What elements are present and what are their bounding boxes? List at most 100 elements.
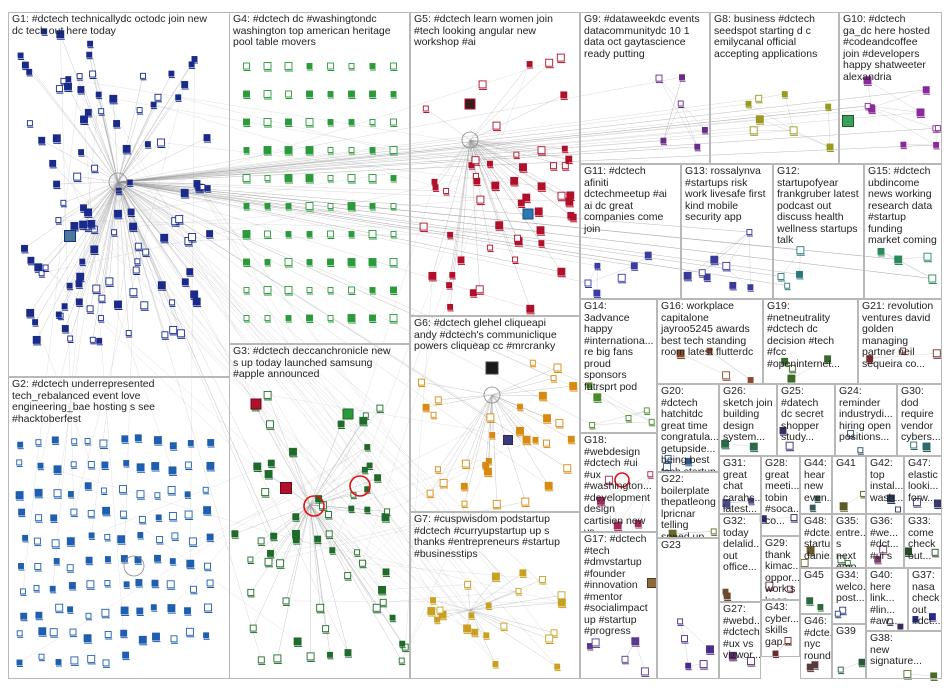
graph-node — [168, 512, 177, 520]
graph-edge — [58, 181, 119, 315]
graph-node — [895, 506, 901, 513]
group-label-g23: G23 — [661, 539, 681, 551]
graph-edge — [117, 118, 760, 183]
graph-edge — [67, 86, 119, 183]
graph-node — [747, 284, 754, 291]
graph-node — [75, 298, 83, 306]
group-label-g16: G16: workplace capitalone jayroo5245 awa… — [661, 300, 754, 358]
graph-node — [136, 463, 145, 472]
graph-node — [521, 497, 530, 506]
graph-node — [434, 466, 441, 473]
group-label-g2: G2: #dctech underrepresented tech_rebala… — [12, 378, 156, 425]
graph-edge — [465, 394, 493, 464]
group-box-g36: G36: #we... #dct... #ui s — [866, 514, 904, 568]
graph-edge — [117, 181, 899, 260]
graph-node — [492, 121, 501, 130]
graph-node — [270, 532, 278, 540]
graph-node — [722, 371, 731, 380]
graph-node — [430, 597, 436, 604]
graph-node — [70, 508, 78, 516]
graph-edge — [117, 181, 519, 592]
graph-edge — [309, 504, 402, 661]
graph-edge — [117, 181, 274, 537]
graph-node — [369, 119, 376, 125]
graph-node — [87, 219, 96, 228]
graph-node — [305, 118, 314, 126]
graph-node — [526, 61, 533, 67]
graph-node — [728, 651, 737, 660]
graph-node — [175, 94, 182, 101]
graph-node — [931, 548, 939, 556]
graph-edge — [77, 176, 119, 183]
graph-node — [285, 231, 292, 237]
graph-node — [70, 656, 79, 665]
graph-edge — [68, 78, 476, 633]
graph-node — [247, 588, 255, 596]
graph-edge — [434, 139, 471, 182]
graph-node — [390, 286, 397, 294]
graph-node — [257, 537, 265, 545]
graph-node — [722, 499, 731, 508]
graph-edge — [190, 58, 195, 564]
graph-edge — [117, 181, 145, 306]
graph-edge — [432, 599, 471, 611]
graph-node — [327, 651, 333, 658]
graph-node — [837, 555, 846, 564]
graph-node — [834, 610, 841, 617]
graph-node — [27, 256, 35, 264]
graph-edge — [309, 504, 383, 591]
graph-node — [176, 329, 185, 338]
graph-node — [78, 149, 85, 156]
graph-node — [584, 279, 592, 287]
group-box-g3: G3: #dctech deccanchronicle new s up tod… — [229, 344, 410, 679]
graph-edge — [193, 294, 348, 576]
graph-node — [864, 102, 871, 109]
graph-node — [20, 612, 28, 620]
graph-edge — [328, 181, 435, 515]
graph-edge — [309, 504, 349, 653]
graph-node — [264, 259, 271, 265]
graph-node — [554, 663, 561, 670]
graph-node — [88, 532, 95, 539]
graph-node — [101, 608, 110, 617]
graph-node — [710, 528, 717, 535]
group-box-g10: G10: #dctech ga_dc here hosted #codeandc… — [839, 12, 942, 164]
graph-node — [38, 653, 45, 660]
graph-node — [151, 579, 159, 587]
graph-node — [428, 271, 437, 280]
graph-edge — [469, 62, 550, 141]
graph-edge — [22, 76, 80, 592]
graph-node — [73, 172, 82, 181]
graph-node — [33, 585, 40, 591]
graph-node — [169, 442, 177, 450]
graph-node — [747, 657, 755, 666]
graph-edge — [117, 129, 705, 183]
graph-node — [515, 588, 522, 595]
graph-edge — [117, 181, 262, 661]
graph-edge — [780, 250, 801, 277]
graph-edge — [88, 112, 119, 183]
graph-node — [188, 61, 195, 68]
graph-node — [557, 267, 566, 276]
graph-node — [52, 134, 61, 143]
group-box-g16: G16: workplace capitalone jayroo5245 awa… — [657, 299, 763, 384]
graph-edge — [469, 139, 496, 186]
graph-node — [800, 558, 809, 567]
graph-edge — [869, 353, 937, 359]
graph-node — [99, 439, 108, 448]
graph-edge — [328, 439, 536, 515]
graph-node — [26, 308, 35, 317]
graph-edge — [491, 377, 554, 396]
graph-node — [722, 261, 731, 270]
graph-node — [152, 632, 160, 641]
graph-edge — [92, 181, 119, 340]
graph-edge — [898, 256, 928, 260]
graph-edge — [117, 181, 281, 564]
graph-edge — [117, 143, 149, 183]
graph-edge — [709, 350, 751, 381]
graph-edge — [117, 89, 927, 183]
graph-edge — [464, 394, 493, 504]
graph-edge — [443, 394, 493, 484]
graph-node — [84, 482, 92, 490]
